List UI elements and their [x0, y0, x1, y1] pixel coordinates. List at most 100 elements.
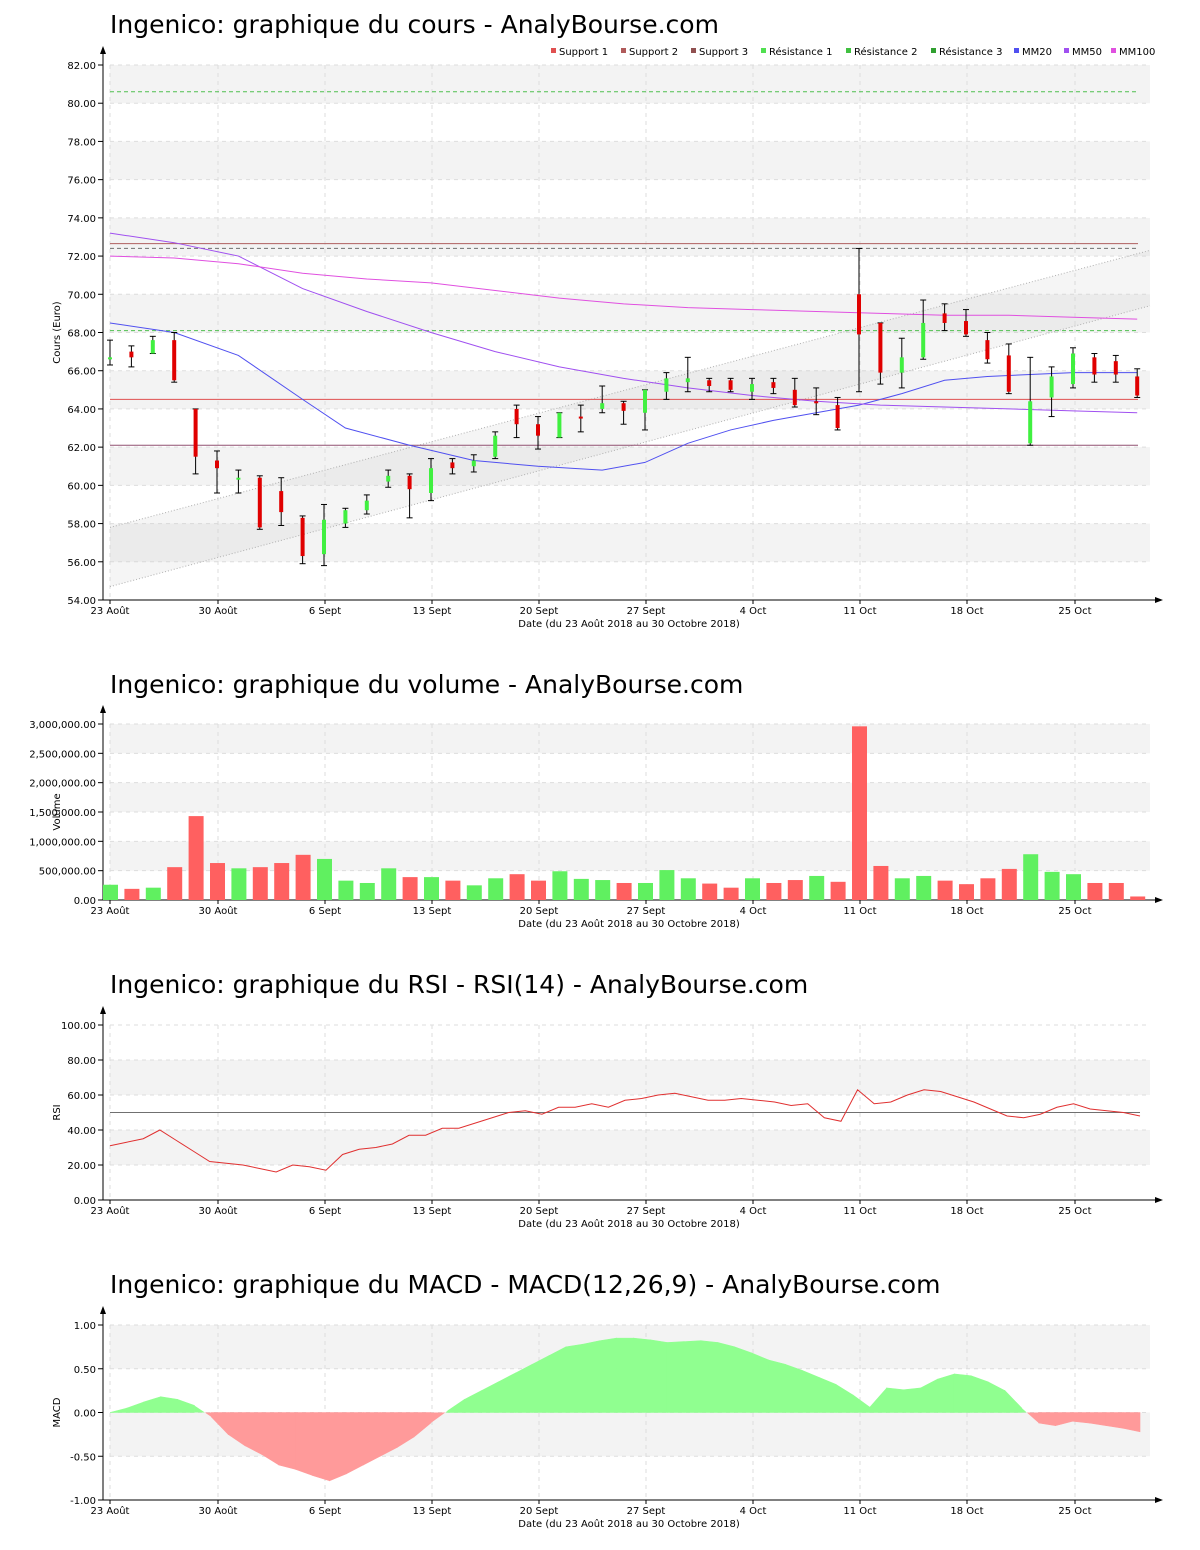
volume-bar: [381, 868, 397, 900]
price-candle-body: [643, 389, 647, 413]
price-candle-body: [236, 477, 241, 480]
volume-bar: [852, 726, 867, 900]
volume-bar: [466, 885, 482, 900]
macd-area-segment: [1026, 1412, 1039, 1423]
macd-xtick-label: 18 Oct: [950, 1506, 983, 1517]
rsi-ytick-label: 80.00: [67, 1056, 96, 1067]
volume-y-axis-label: Volume: [52, 793, 63, 830]
volume-ytick-label: 1,500,000.00: [29, 808, 96, 819]
macd-area-segment: [1038, 1412, 1056, 1426]
volume-xtick-label: 20 Sept: [520, 906, 559, 917]
volume-bar: [552, 871, 568, 900]
volume-bar: [145, 887, 161, 900]
macd-area-segment: [751, 1352, 769, 1413]
macd-area-segment: [1072, 1412, 1090, 1424]
price-grid-band: [110, 217, 1150, 257]
macd-xtick-label: 25 Oct: [1058, 1506, 1091, 1517]
volume-bar: [1108, 882, 1124, 900]
volume-xtick-label: 6 Sept: [309, 906, 341, 917]
macd-area-segment: [903, 1387, 921, 1413]
macd-area-segment: [1021, 1408, 1027, 1413]
macd-area-segment: [582, 1340, 600, 1413]
rsi-ytick-label: 100.00: [61, 1021, 96, 1032]
price-candle-body: [1113, 361, 1118, 375]
price-candle-body: [835, 405, 840, 429]
macd-area-segment: [886, 1387, 904, 1413]
price-candle-body: [108, 357, 112, 360]
volume-xtick-label: 18 Oct: [950, 906, 983, 917]
rsi-xtick-label: 23 Août: [91, 1205, 130, 1217]
price-candle-body: [257, 477, 262, 528]
legend-swatch: [1111, 48, 1116, 53]
volume-bar: [488, 878, 504, 900]
volume-bar: [531, 880, 546, 900]
volume-bar: [1044, 871, 1060, 900]
price-x-axis-label: Date (du 23 Août 2018 au 30 Octobre 2018…: [518, 618, 740, 630]
volume-bar: [445, 880, 461, 900]
macd-area-segment: [1105, 1412, 1124, 1429]
macd-area-segment: [869, 1387, 888, 1413]
price-ytick-label: 74.00: [67, 214, 96, 225]
rsi-xtick-label: 4 Oct: [740, 1206, 767, 1217]
macd-area-segment: [346, 1412, 364, 1475]
price-grid-band: [110, 294, 1150, 333]
volume-bar: [573, 878, 589, 900]
macd-area-segment: [548, 1346, 567, 1413]
macd-area-segment: [1122, 1412, 1141, 1433]
price-ytick-label: 60.00: [67, 481, 96, 492]
volume-bar: [980, 878, 996, 900]
price-candle-body: [429, 468, 433, 493]
macd-area-segment: [666, 1341, 685, 1413]
macd-area-segment: [987, 1381, 1006, 1413]
macd-area-segment: [531, 1355, 550, 1413]
volume-bar: [937, 880, 953, 900]
price-candle-body: [386, 475, 391, 482]
volume-bar: [680, 878, 696, 900]
macd-area-segment: [650, 1339, 668, 1413]
legend-label: Résistance 3: [939, 46, 1002, 58]
volume-bar: [1001, 868, 1017, 900]
price-candle-body: [750, 384, 754, 392]
macd-xtick-label: 20 Sept: [520, 1506, 559, 1517]
macd-area-segment: [835, 1383, 854, 1413]
volume-bar: [873, 865, 889, 900]
macd-area-segment: [785, 1363, 803, 1413]
volume-grid-band: [110, 841, 1150, 871]
legend-label: Support 2: [629, 47, 678, 58]
legend-label: MM50: [1072, 47, 1102, 58]
macd-ytick-label: 0.00: [74, 1409, 96, 1420]
price-ytick-label: 68.00: [67, 329, 96, 340]
price-candle-body: [471, 460, 476, 467]
macd-area-segment: [481, 1381, 499, 1413]
volume-bar: [124, 888, 140, 900]
macd-area-segment: [937, 1373, 955, 1413]
price-regression-channel: [110, 250, 1150, 587]
macd-area-segment: [1089, 1412, 1107, 1426]
volume-ytick-label: 0.00: [74, 896, 96, 907]
volume-chart-title: Ingenico: graphique du volume - AnalyBou…: [110, 670, 744, 699]
macd-area-segment: [143, 1396, 161, 1413]
volume-ytick-label: 3,000,000.00: [29, 720, 96, 731]
rsi-xtick-label: 20 Sept: [520, 1206, 559, 1217]
macd-area-segment: [160, 1396, 178, 1413]
legend-swatch: [1014, 48, 1019, 53]
rsi-line: [109, 1088, 1141, 1173]
macd-area-segment: [852, 1394, 871, 1413]
price-candle-body: [364, 500, 369, 511]
price-mm20-line: [109, 322, 1138, 471]
price-candle-body: [193, 408, 198, 457]
rsi-ytick-label: 20.00: [67, 1161, 96, 1172]
rsi-xtick-label: 25 Oct: [1058, 1206, 1091, 1217]
volume-bar: [1130, 896, 1146, 900]
macd-ytick-label: -1.00: [70, 1496, 96, 1507]
price-xtick-label: 4 Oct: [740, 606, 767, 617]
price-y-axis-arrow: [100, 46, 106, 54]
price-ytick-label: 56.00: [67, 558, 96, 569]
macd-area-segment: [194, 1405, 205, 1413]
rsi-xtick-label: 6 Sept: [309, 1206, 341, 1217]
price-candle-body: [450, 462, 455, 469]
macd-area-segment: [204, 1412, 212, 1417]
rsi-ytick-label: 0.00: [74, 1196, 96, 1207]
macd-area-segment: [565, 1343, 584, 1413]
price-candle-body: [172, 340, 177, 381]
